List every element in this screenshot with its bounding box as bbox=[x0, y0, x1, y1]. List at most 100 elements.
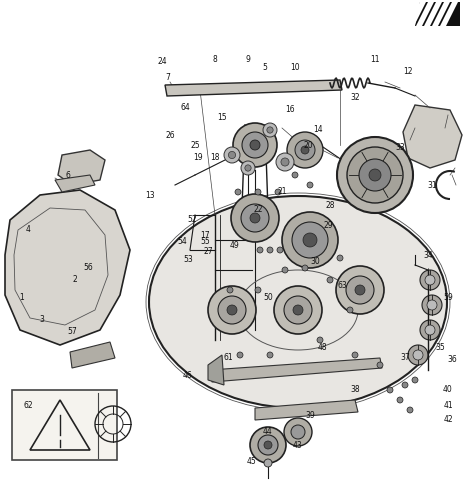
Text: 39: 39 bbox=[305, 411, 315, 420]
Text: 32: 32 bbox=[350, 94, 360, 102]
Circle shape bbox=[407, 407, 413, 413]
Polygon shape bbox=[58, 150, 105, 185]
Circle shape bbox=[255, 189, 261, 195]
Circle shape bbox=[291, 425, 305, 439]
Circle shape bbox=[346, 276, 374, 304]
Circle shape bbox=[250, 427, 286, 463]
Circle shape bbox=[347, 307, 353, 313]
Text: 41: 41 bbox=[443, 400, 453, 410]
Text: 20: 20 bbox=[303, 141, 313, 150]
Text: 5: 5 bbox=[263, 63, 267, 72]
Circle shape bbox=[425, 275, 435, 285]
Text: 34: 34 bbox=[423, 251, 433, 259]
Circle shape bbox=[250, 140, 260, 150]
Circle shape bbox=[336, 266, 384, 314]
Circle shape bbox=[227, 305, 237, 315]
Circle shape bbox=[337, 255, 343, 261]
Circle shape bbox=[257, 247, 263, 253]
Polygon shape bbox=[432, 2, 450, 26]
Polygon shape bbox=[408, 2, 426, 26]
Text: 14: 14 bbox=[313, 126, 323, 134]
Text: 11: 11 bbox=[370, 56, 380, 65]
Polygon shape bbox=[416, 2, 434, 26]
Text: 8: 8 bbox=[213, 56, 218, 65]
Circle shape bbox=[413, 350, 423, 360]
Circle shape bbox=[302, 265, 308, 271]
Polygon shape bbox=[165, 80, 342, 96]
Text: 43: 43 bbox=[293, 440, 303, 450]
Text: 55: 55 bbox=[200, 238, 210, 246]
Polygon shape bbox=[403, 105, 462, 168]
Text: 16: 16 bbox=[285, 105, 295, 114]
Polygon shape bbox=[440, 2, 458, 26]
Text: 45: 45 bbox=[247, 457, 257, 467]
Text: 18: 18 bbox=[210, 154, 220, 162]
Text: 49: 49 bbox=[230, 241, 240, 250]
Circle shape bbox=[427, 300, 437, 310]
Polygon shape bbox=[5, 190, 130, 345]
Text: 44: 44 bbox=[263, 427, 273, 437]
Circle shape bbox=[317, 337, 323, 343]
Text: 35: 35 bbox=[435, 343, 445, 353]
Circle shape bbox=[287, 132, 323, 168]
Text: 25: 25 bbox=[190, 141, 200, 150]
Circle shape bbox=[292, 222, 328, 258]
Text: 17: 17 bbox=[200, 230, 210, 240]
Text: 7: 7 bbox=[165, 73, 171, 83]
Text: 27: 27 bbox=[203, 247, 213, 256]
Circle shape bbox=[231, 194, 279, 242]
Text: 31: 31 bbox=[427, 181, 437, 189]
Text: 10: 10 bbox=[290, 63, 300, 72]
Circle shape bbox=[264, 441, 272, 449]
Text: 24: 24 bbox=[157, 57, 167, 67]
Circle shape bbox=[284, 418, 312, 446]
Text: 6: 6 bbox=[65, 170, 71, 180]
Circle shape bbox=[233, 123, 277, 167]
Circle shape bbox=[241, 161, 255, 175]
Circle shape bbox=[264, 459, 272, 467]
Circle shape bbox=[377, 362, 383, 368]
Text: 50: 50 bbox=[263, 294, 273, 302]
Circle shape bbox=[347, 147, 403, 203]
Circle shape bbox=[425, 325, 435, 335]
Circle shape bbox=[218, 296, 246, 324]
Circle shape bbox=[292, 172, 298, 178]
Text: 19: 19 bbox=[193, 154, 203, 162]
Circle shape bbox=[387, 387, 393, 393]
Circle shape bbox=[303, 233, 317, 247]
Text: 36: 36 bbox=[447, 355, 457, 365]
Text: 30: 30 bbox=[310, 257, 320, 267]
Text: 63: 63 bbox=[337, 281, 347, 289]
Polygon shape bbox=[415, 2, 460, 26]
Circle shape bbox=[397, 397, 403, 403]
Polygon shape bbox=[255, 400, 358, 420]
Circle shape bbox=[412, 377, 418, 383]
Circle shape bbox=[274, 286, 322, 334]
Text: 28: 28 bbox=[325, 200, 335, 210]
Circle shape bbox=[227, 287, 233, 293]
Text: 15: 15 bbox=[217, 114, 227, 123]
Circle shape bbox=[255, 287, 261, 293]
Circle shape bbox=[359, 159, 391, 191]
Polygon shape bbox=[210, 358, 382, 382]
Circle shape bbox=[402, 382, 408, 388]
Text: 59: 59 bbox=[443, 294, 453, 302]
Circle shape bbox=[337, 137, 413, 213]
Text: 64: 64 bbox=[180, 103, 190, 113]
Circle shape bbox=[295, 140, 315, 160]
Circle shape bbox=[369, 169, 381, 181]
Circle shape bbox=[281, 158, 289, 166]
Circle shape bbox=[208, 286, 256, 334]
Text: 38: 38 bbox=[350, 385, 360, 395]
Text: 13: 13 bbox=[145, 190, 155, 199]
Circle shape bbox=[293, 305, 303, 315]
Text: 40: 40 bbox=[443, 385, 453, 395]
Circle shape bbox=[267, 352, 273, 358]
Text: 56: 56 bbox=[83, 264, 93, 272]
Circle shape bbox=[327, 277, 333, 283]
Circle shape bbox=[267, 247, 273, 253]
Circle shape bbox=[237, 352, 243, 358]
Polygon shape bbox=[55, 175, 95, 192]
Circle shape bbox=[224, 147, 240, 163]
Circle shape bbox=[263, 123, 277, 137]
